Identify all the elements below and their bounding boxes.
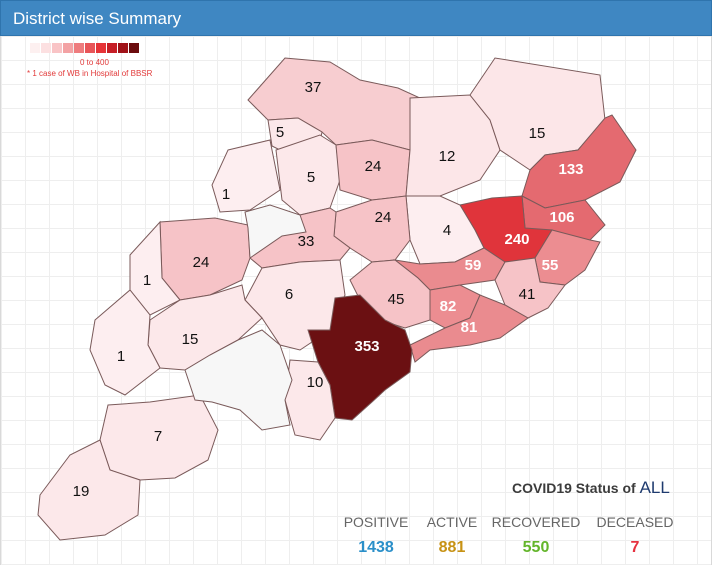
district-case-count: 19 <box>73 483 90 500</box>
district-case-count: 4 <box>443 222 451 239</box>
district-case-count: 24 <box>375 209 392 226</box>
deceased-label: DECEASED <box>596 514 674 530</box>
district-case-count: 240 <box>504 231 529 248</box>
active-value: 881 <box>438 539 466 556</box>
district-case-count: 5 <box>307 169 315 186</box>
district-case-count: 1 <box>222 186 230 203</box>
status-title-text: COVID19 Status of <box>512 480 636 496</box>
district-region[interactable] <box>37 439 141 541</box>
legend-swatch <box>96 43 106 53</box>
district-case-count: 10 <box>307 374 324 391</box>
district-case-count: 7 <box>154 428 162 445</box>
legend-swatch <box>118 43 128 53</box>
district-case-count: 6 <box>285 286 293 303</box>
district-case-count: 41 <box>519 286 536 303</box>
legend-swatch <box>52 43 62 53</box>
status-scope: ALL <box>639 478 670 497</box>
district-case-count: 15 <box>182 331 199 348</box>
district-case-count: 59 <box>465 257 482 274</box>
district-region[interactable] <box>184 329 293 431</box>
panel-header: District wise Summary <box>0 0 712 36</box>
district-region[interactable] <box>89 289 161 396</box>
positive-value: 1438 <box>358 539 394 556</box>
district-case-count: 1 <box>117 348 125 365</box>
legend-swatch <box>107 43 117 53</box>
panel-title: District wise Summary <box>13 9 182 28</box>
legend-swatch <box>74 43 84 53</box>
legend-swatch <box>30 43 40 53</box>
district-region[interactable] <box>409 294 529 363</box>
district-region[interactable] <box>249 207 351 269</box>
district-region[interactable] <box>244 204 307 259</box>
stat-positive: POSITIVE 1438 <box>340 514 412 557</box>
legend-note: * 1 case of WB in Hospital of BBSR <box>27 69 153 78</box>
district-case-count: 24 <box>193 254 210 271</box>
stat-recovered: RECOVERED 550 <box>490 514 582 557</box>
positive-label: POSITIVE <box>343 514 409 530</box>
color-legend <box>30 43 140 53</box>
district-case-count: 81 <box>461 319 478 336</box>
district-case-count: 45 <box>388 291 405 308</box>
district-case-count: 15 <box>529 125 546 142</box>
stat-deceased: DECEASED 7 <box>592 514 678 557</box>
district-case-count: 1 <box>143 272 151 289</box>
legend-swatch <box>41 43 51 53</box>
recovered-value: 550 <box>522 539 550 556</box>
district-case-count: 24 <box>365 158 382 175</box>
status-heading: COVID19 Status of ALL <box>512 478 670 498</box>
district-case-count: 133 <box>558 161 583 178</box>
legend-range-label: 0 to 400 <box>80 58 109 67</box>
active-label: ACTIVE <box>426 514 478 530</box>
legend-swatch <box>129 43 139 53</box>
stat-active: ACTIVE 881 <box>420 514 484 557</box>
district-case-count: 5 <box>276 124 284 141</box>
legend-swatch <box>63 43 73 53</box>
recovered-label: RECOVERED <box>491 514 581 530</box>
district-region[interactable] <box>275 134 341 216</box>
district-case-count: 12 <box>439 148 456 165</box>
district-case-count: 37 <box>305 79 322 96</box>
district-region[interactable] <box>211 139 281 213</box>
deceased-value: 7 <box>630 539 640 556</box>
district-case-count: 106 <box>549 209 574 226</box>
district-case-count: 33 <box>298 233 315 250</box>
legend-swatch <box>85 43 95 53</box>
district-case-count: 55 <box>542 257 559 274</box>
district-case-count: 82 <box>440 298 457 315</box>
district-case-count: 353 <box>354 338 379 355</box>
